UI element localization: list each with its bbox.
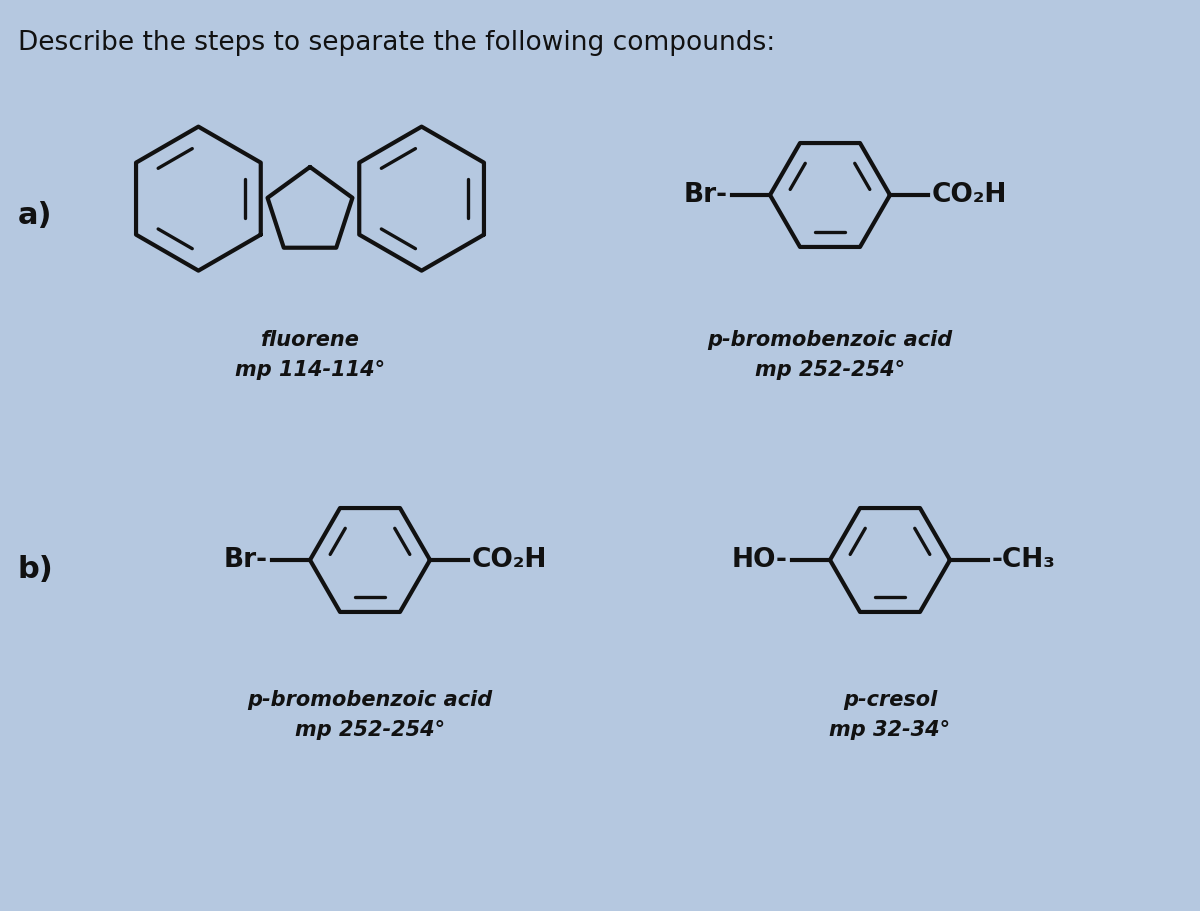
Text: mp 32-34°: mp 32-34° — [829, 720, 950, 740]
Text: Br-: Br- — [684, 182, 728, 208]
Text: -CH₃: -CH₃ — [992, 547, 1056, 573]
Text: p-bromobenzoic acid: p-bromobenzoic acid — [247, 690, 493, 710]
Text: Br-: Br- — [224, 547, 268, 573]
Text: a): a) — [18, 200, 53, 230]
Text: b): b) — [18, 556, 54, 585]
Text: p-cresol: p-cresol — [842, 690, 937, 710]
Text: CO₂H: CO₂H — [932, 182, 1007, 208]
Text: CO₂H: CO₂H — [472, 547, 547, 573]
Text: HO-: HO- — [732, 547, 788, 573]
Text: fluorene: fluorene — [260, 330, 360, 350]
Text: mp 114-114°: mp 114-114° — [235, 360, 385, 380]
Text: mp 252-254°: mp 252-254° — [295, 720, 445, 740]
Text: mp 252-254°: mp 252-254° — [755, 360, 905, 380]
Text: Describe the steps to separate the following compounds:: Describe the steps to separate the follo… — [18, 30, 775, 56]
Text: p-bromobenzoic acid: p-bromobenzoic acid — [707, 330, 953, 350]
